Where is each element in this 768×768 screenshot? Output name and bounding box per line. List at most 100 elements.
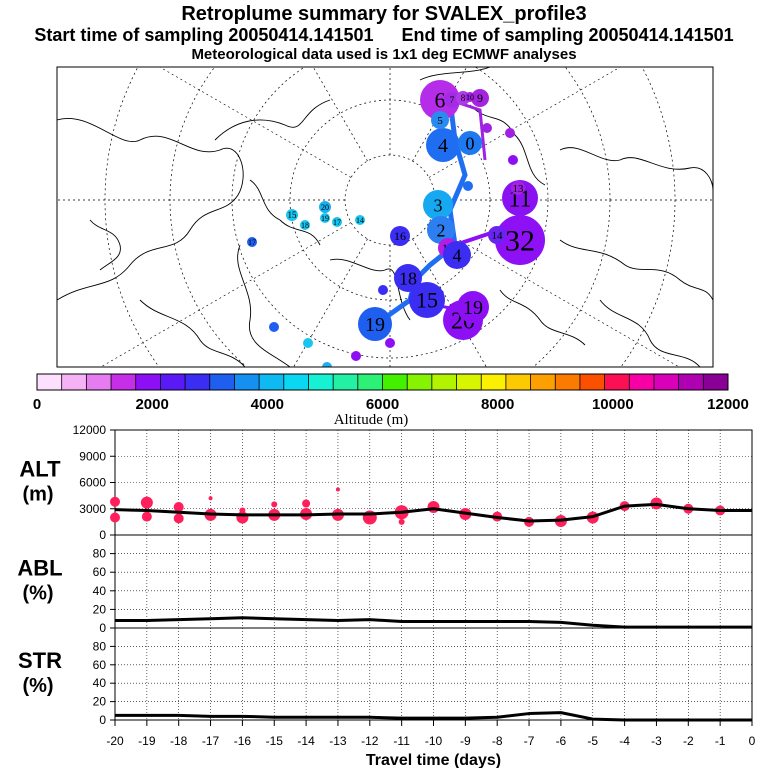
x-tick-label: -17 bbox=[202, 734, 220, 748]
altitude-marker bbox=[302, 499, 311, 508]
plume-label: 2 bbox=[437, 220, 446, 240]
plume-circle bbox=[394, 264, 422, 292]
altitude-marker bbox=[239, 507, 246, 514]
plume-circle bbox=[457, 291, 489, 323]
meridian-line bbox=[158, 67, 352, 178]
colorbar-segment bbox=[283, 374, 309, 390]
colorbar-segment bbox=[555, 374, 581, 390]
panel-label: ALT bbox=[19, 457, 61, 482]
colorbar-segment bbox=[308, 374, 334, 390]
series-line bbox=[115, 616, 752, 629]
plume-dot bbox=[482, 123, 492, 133]
plume-circle bbox=[426, 128, 460, 162]
colorbar-segment bbox=[703, 374, 729, 390]
plume-circle bbox=[471, 89, 489, 107]
plume-label: 8 bbox=[461, 93, 466, 103]
colorbar-segment bbox=[653, 374, 680, 390]
plume-circle bbox=[423, 190, 453, 220]
altitude-marker bbox=[398, 518, 405, 525]
plume-label: 19 bbox=[365, 314, 385, 336]
y-tick-label: 20 bbox=[93, 602, 107, 616]
plume-circle bbox=[300, 220, 310, 230]
y-tick-label: 0 bbox=[99, 713, 106, 727]
plume-dot bbox=[351, 351, 361, 361]
plume-label: 4 bbox=[453, 245, 462, 265]
plume-circle bbox=[320, 213, 330, 223]
x-axis-label: Travel time (days) bbox=[366, 752, 501, 768]
plume-label: 17 bbox=[333, 218, 341, 227]
plume-dot bbox=[269, 322, 279, 332]
y-tick-label: 0 bbox=[99, 528, 106, 542]
latitude-circle bbox=[231, 67, 549, 359]
colorbar-segment bbox=[86, 374, 112, 390]
coastline bbox=[599, 299, 701, 367]
colorbar-segment bbox=[678, 374, 704, 390]
colorbar-tick-label: 6000 bbox=[366, 396, 399, 413]
colorbar-segment bbox=[604, 374, 630, 390]
altitude-marker bbox=[271, 501, 278, 508]
x-tick-label: -16 bbox=[234, 734, 252, 748]
colorbar-frame bbox=[36, 373, 729, 391]
plume-circle bbox=[458, 131, 482, 155]
colorbar-segment bbox=[431, 374, 458, 390]
coastline bbox=[469, 104, 546, 186]
panel-label: STR bbox=[18, 648, 62, 673]
plume-label: 7 bbox=[450, 95, 455, 105]
plume-circle bbox=[358, 307, 392, 341]
plume-label: 19 bbox=[321, 214, 329, 223]
colorbar-segment bbox=[234, 374, 260, 390]
meridian-line bbox=[100, 222, 352, 367]
altitude-marker bbox=[110, 512, 120, 523]
coastline bbox=[559, 239, 713, 301]
colorbar-segment bbox=[259, 374, 285, 390]
plume-label: 10 bbox=[466, 93, 474, 102]
plume-circle bbox=[355, 215, 365, 225]
colorbar-segment bbox=[135, 374, 161, 390]
coastline bbox=[329, 258, 411, 321]
start-sampling-time: Start time of sampling 20050414.141501 bbox=[34, 25, 374, 45]
plume-label: 20 bbox=[321, 203, 329, 212]
plume-label: 14 bbox=[356, 216, 364, 225]
meridian-line bbox=[312, 67, 368, 162]
panel-label: ABL bbox=[17, 556, 62, 581]
plume-circle bbox=[390, 226, 410, 246]
plume-label: 3 bbox=[434, 195, 443, 215]
colorbar-segment bbox=[407, 374, 433, 390]
colorbar-segment bbox=[382, 374, 408, 390]
plume-label: 16 bbox=[394, 229, 406, 243]
coastline bbox=[214, 99, 331, 141]
plume-circle bbox=[286, 209, 298, 221]
colorbar-segment bbox=[579, 374, 606, 390]
x-tick-label: -7 bbox=[524, 734, 535, 748]
colorbar-segment bbox=[37, 374, 63, 390]
plume-circle bbox=[332, 217, 342, 227]
y-tick-label: 6000 bbox=[79, 476, 106, 490]
colorbar-segment bbox=[111, 374, 137, 390]
altitude-marker bbox=[208, 496, 213, 501]
plume-label: 0 bbox=[466, 133, 475, 153]
colorbar-tick-label: 4000 bbox=[251, 396, 284, 413]
panel-frame bbox=[114, 534, 753, 629]
panel-unit: (m) bbox=[22, 484, 53, 506]
coastline bbox=[249, 179, 321, 246]
y-tick-label: 0 bbox=[99, 621, 106, 635]
met-data-note: Meteorological data used is 1x1 deg ECMW… bbox=[191, 46, 577, 63]
plume-dot bbox=[378, 285, 388, 295]
plume-label: 14 bbox=[492, 230, 504, 242]
plume-circle bbox=[495, 215, 545, 265]
colorbar-segment bbox=[505, 374, 532, 390]
coastline bbox=[419, 67, 491, 81]
plume-circle bbox=[420, 80, 460, 120]
meridian-line bbox=[293, 238, 368, 367]
x-tick-label: 0 bbox=[749, 734, 756, 748]
x-tick-label: -18 bbox=[170, 734, 188, 748]
colorbar-tick-label: 2000 bbox=[135, 396, 168, 413]
colorbar-segment bbox=[481, 374, 507, 390]
colorbar-segment bbox=[357, 374, 383, 390]
panel-alt: 0 3000 6000 9000 12000 ALT(m) bbox=[19, 423, 753, 542]
plume-label: 5 bbox=[437, 115, 443, 127]
y-tick-label: 12000 bbox=[73, 423, 107, 437]
plume-circle bbox=[465, 92, 475, 102]
x-tick-label: -5 bbox=[587, 734, 598, 748]
